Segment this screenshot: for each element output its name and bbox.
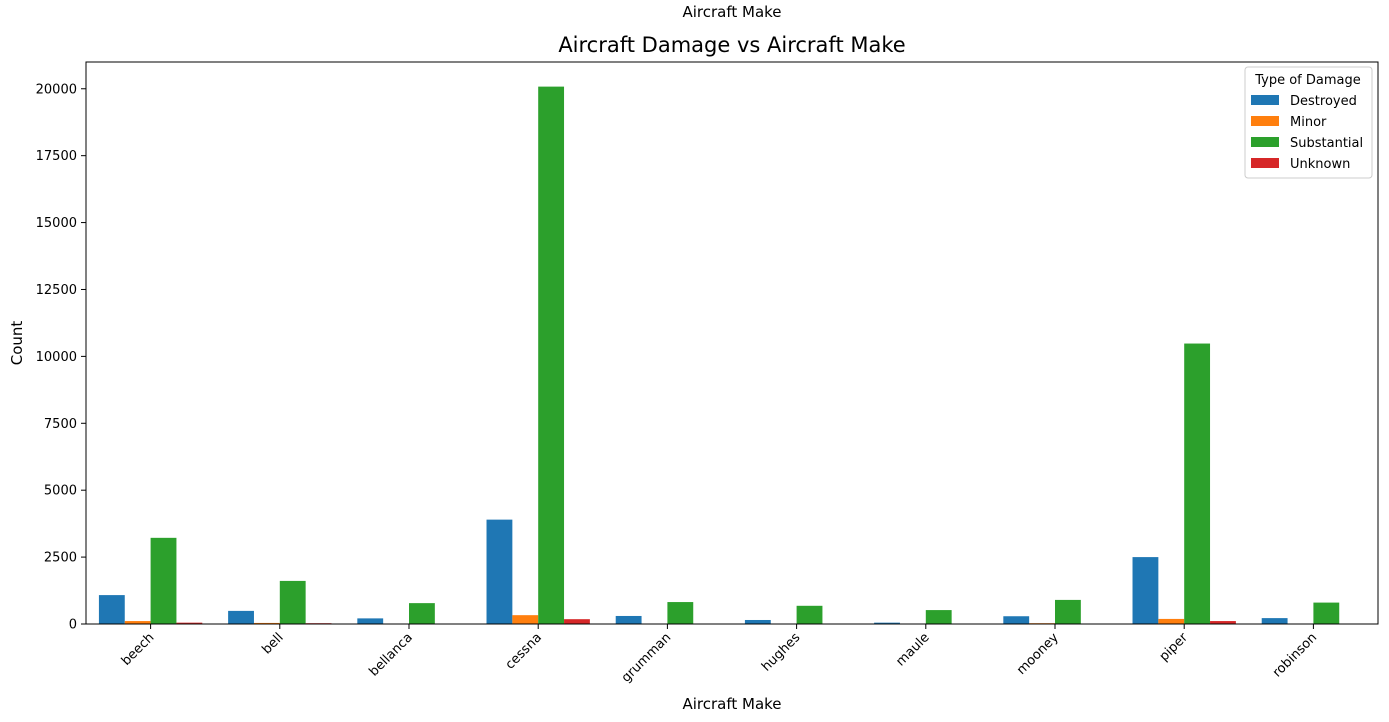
bar-piper-substantial [1184, 343, 1211, 624]
bar-maule-destroyed [874, 622, 900, 624]
y-tick-label: 5000 [44, 484, 77, 499]
bar-bell-minor [253, 622, 280, 624]
legend-box [1244, 66, 1373, 179]
bar-cessna-substantial [538, 86, 565, 625]
legend-label-substantial: Substantial [1290, 136, 1363, 151]
legend: Type of Damage Destroyed Minor Substantial… [1244, 66, 1373, 179]
plot-frame [85, 61, 1379, 625]
y-ticks-layer: 0 2500 5000 7500 10000 12500 15000 17500 20000 [36, 82, 86, 633]
bar-beech-minor [124, 621, 151, 624]
y-tick-label: 7500 [44, 417, 77, 432]
x-tick-label-grumman: grumman [619, 630, 674, 685]
bar-hughes-destroyed [744, 619, 771, 624]
bar-cessna-unknown [564, 619, 590, 624]
legend-entries: Destroyed Minor Substantial Unknown [1251, 94, 1363, 172]
y-tick-label: 15000 [36, 216, 77, 231]
x-tick-label-maule: maule [893, 630, 932, 669]
bars-layer [98, 86, 1366, 625]
legend-title: Type of Damage [1254, 73, 1361, 88]
bar-bell-destroyed [228, 610, 254, 624]
bar-maule-substantial [925, 610, 952, 624]
y-tick-label: 10000 [36, 350, 77, 365]
bar-cessna-destroyed [486, 519, 513, 624]
x-ticks-layer: beech bell bellanca cessna grumman hughes maul… [119, 624, 1320, 686]
x-tick-label-beech: beech [119, 630, 158, 669]
bar-piper-destroyed [1132, 557, 1159, 624]
x-tick-label-bell: bell [259, 630, 286, 657]
x-axis-label: Aircraft Make [682, 695, 781, 713]
bar-beech-unknown [176, 622, 203, 624]
y-tick-label: 2500 [44, 551, 77, 566]
y-tick-label: 20000 [36, 82, 77, 97]
bar-hughes-substantial [796, 605, 823, 624]
bar-beech-substantial [150, 537, 177, 624]
bar-robinson-destroyed [1261, 618, 1288, 624]
bar-bell-substantial [279, 580, 306, 624]
bar-cessna-minor [512, 615, 539, 624]
chart-title: Aircraft Damage vs Aircraft Make [558, 33, 905, 57]
bar-mooney-substantial [1055, 599, 1081, 624]
figure-suptitle: Aircraft Make [682, 3, 781, 21]
x-tick-label-cessna: cessna [503, 630, 545, 672]
legend-swatch-unknown [1251, 158, 1279, 168]
legend-label-minor: Minor [1290, 115, 1327, 130]
y-tick-label: 12500 [36, 283, 77, 298]
bar-piper-unknown [1210, 621, 1236, 624]
y-tick-label: 17500 [36, 149, 77, 164]
legend-label-destroyed: Destroyed [1290, 94, 1357, 109]
x-tick-label-robinson: robinson [1270, 630, 1320, 680]
y-tick-label: 0 [69, 618, 77, 633]
y-axis-label: Count [8, 321, 26, 366]
legend-swatch-destroyed [1251, 95, 1279, 105]
x-tick-label-hughes: hughes [759, 630, 804, 675]
bar-mooney-destroyed [1003, 616, 1030, 624]
x-tick-label-bellanca: bellanca [366, 630, 415, 679]
x-tick-label-mooney: mooney [1014, 630, 1062, 678]
legend-swatch-substantial [1251, 137, 1279, 147]
bar-beech-destroyed [98, 595, 125, 624]
legend-swatch-minor [1251, 116, 1279, 126]
bar-bellanca-substantial [409, 603, 435, 624]
bar-grumman-substantial [667, 602, 694, 624]
bar-grumman-destroyed [615, 615, 642, 624]
bar-robinson-substantial [1313, 602, 1340, 624]
bar-bellanca-destroyed [357, 618, 384, 624]
x-tick-label-piper: piper [1157, 630, 1192, 665]
legend-label-unknown: Unknown [1290, 157, 1350, 172]
bar-piper-minor [1158, 618, 1185, 624]
